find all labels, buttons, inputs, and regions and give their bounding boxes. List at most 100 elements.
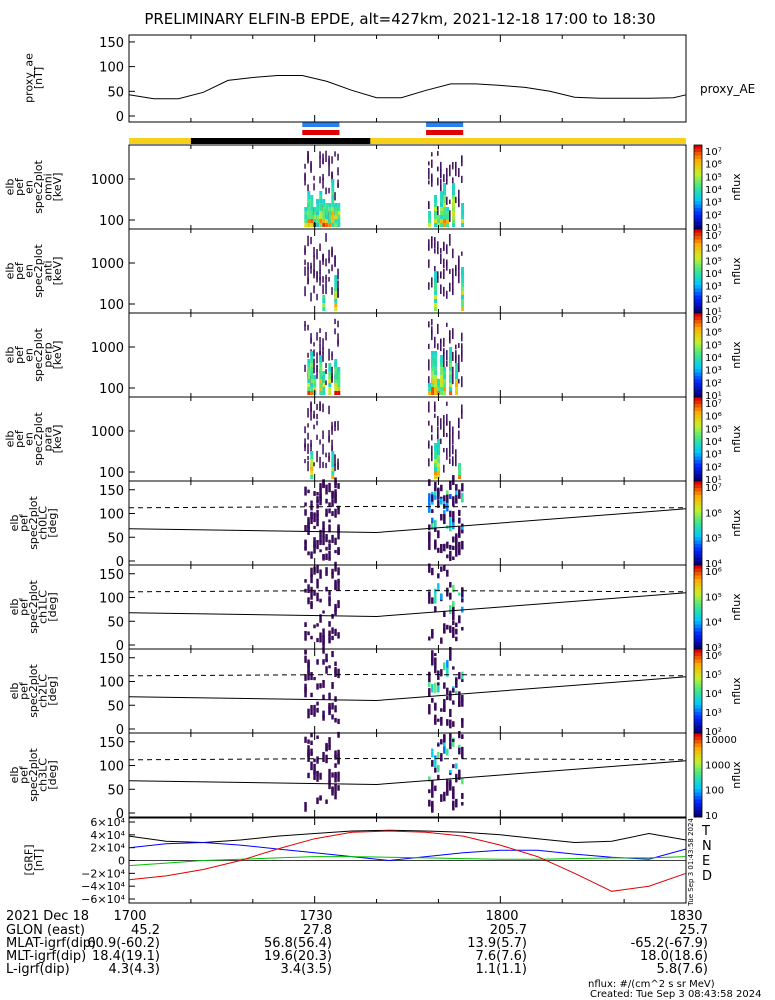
spec-1-colorbar-label: nflux	[730, 257, 743, 285]
pa-0-pixel	[319, 529, 322, 537]
pa-3-pixel	[316, 756, 319, 764]
spec-1-pixel	[452, 275, 454, 285]
spec-3-ylabel-line: para	[41, 427, 54, 452]
spec-0-pixel	[452, 215, 456, 219]
pa-3-ylabel-line: elb	[8, 767, 21, 784]
spec-3-pixel	[310, 451, 314, 455]
pa-2-pixel	[322, 679, 325, 688]
pa-0-pixel	[452, 545, 455, 551]
spec-2-pixel	[319, 387, 323, 391]
spec-0-ylabel-line: pef	[13, 177, 26, 196]
pa-2-pixel	[431, 698, 434, 703]
spec-0-pixel	[446, 207, 450, 211]
spec-0-pixel	[328, 223, 332, 227]
pa-2-pixel	[428, 704, 431, 715]
pa-0-pixel	[310, 500, 313, 504]
spec-2-pixel	[449, 391, 453, 395]
pa-3-pixel	[431, 780, 434, 791]
spec-0-pixel	[449, 210, 451, 223]
spec-2-colorbar-cell	[694, 383, 702, 387]
spec-2-pixel	[337, 375, 341, 379]
spec-2-pixel	[313, 342, 315, 347]
spec-2-pixel	[313, 349, 315, 357]
spec-1-pixel	[461, 279, 465, 283]
pa-0-pixel	[328, 482, 331, 493]
spec-2-pixel	[310, 391, 314, 395]
spec-0-pixel	[319, 211, 323, 215]
spec-3-colorbar-tick: 10²	[705, 462, 722, 473]
pa-3-colorbar-cell	[694, 754, 702, 758]
ae-ylabel: proxy_ae[nT]	[22, 53, 45, 103]
pa-2-pixel	[434, 657, 437, 668]
spec-0-colorbar-tick: 10⁶	[705, 160, 722, 171]
pa-2-pixel	[331, 714, 334, 720]
pa-1-pixel	[325, 586, 328, 592]
pa-0-pixel	[458, 549, 461, 553]
pa-3-pixel	[455, 802, 458, 808]
pa-2-colorbar-cell	[694, 694, 702, 699]
spec-0-pixel	[449, 199, 451, 204]
spec-2-pixel	[325, 369, 327, 374]
spec-1-pixel	[449, 234, 451, 246]
spec-1-pixel	[428, 282, 430, 290]
pa-0-pixel	[452, 496, 455, 507]
spec-0-frame	[128, 144, 687, 230]
spec-2-pixel	[328, 363, 332, 367]
pa-0-pixel	[322, 521, 325, 531]
spec-3-pixel	[334, 454, 336, 466]
spec-0-pixel	[307, 195, 311, 199]
spec-0-pixel	[337, 153, 339, 161]
spec-2-colorbar-cell	[694, 376, 702, 380]
spec-2-pixel	[313, 375, 317, 379]
pa-2-pixel	[449, 653, 452, 661]
ephemeris-value: 18.4(19.1)	[92, 949, 160, 964]
pa-0-pixel	[319, 496, 322, 506]
pa-2-pixel	[449, 646, 452, 655]
spec-3-colorbar-cell	[694, 456, 702, 461]
spec-0-pixel	[304, 163, 306, 169]
pa-0-pixel	[328, 524, 331, 533]
spec-1-pixel	[458, 259, 460, 270]
pa-2-pixel	[446, 696, 449, 701]
spec-0-pixel	[310, 211, 314, 215]
pa-1-pixel	[440, 593, 443, 600]
ephemeris-value: 3.4(3.5)	[281, 962, 333, 977]
spec-3-pixel	[307, 423, 309, 428]
pa-3-colorbar-cell	[694, 740, 702, 744]
spec-1-ylabel-line: en	[22, 264, 35, 278]
ephemeris-row-label: 2021 Dec 18	[6, 909, 89, 924]
spec-0-colorbar-tick: 10⁴	[705, 185, 722, 196]
spec-3-colorbar-label: nflux	[730, 425, 743, 453]
pa-1-pixel	[334, 628, 337, 636]
spec-2-pixel	[431, 379, 435, 383]
b-ytick-label: −6×10⁴	[81, 893, 125, 906]
spec-1-pixel	[304, 286, 306, 297]
spec-2-pixel	[313, 368, 315, 374]
spec-2-pixel	[319, 371, 323, 375]
pa-2-pixel	[434, 667, 437, 674]
pa-1-pixel	[316, 623, 319, 627]
spec-0-pixel	[313, 207, 317, 211]
pa-3-colorbar-cell	[694, 799, 702, 804]
spec-3-pixel	[322, 461, 324, 468]
spec-2-pixel	[431, 371, 435, 375]
pa-0-pixel	[443, 501, 446, 507]
spec-2-pixel	[337, 320, 339, 328]
ephemeris-row-label: GLON (east)	[6, 923, 85, 938]
ephemeris-value: 25.7	[679, 923, 708, 938]
spec-2-pixel	[428, 391, 432, 395]
pa-3-colorbar-cell	[694, 743, 702, 748]
pa-0-pixel	[437, 530, 440, 539]
pa-1-pixel	[310, 635, 313, 640]
spec-3-colorbar-tick: 10¹	[705, 475, 722, 486]
pa-3-colorbar-tick: 10	[705, 811, 718, 822]
spec-0-pixel	[431, 152, 433, 157]
spec-0-pixel	[334, 203, 338, 207]
spec-0-pixel	[428, 211, 432, 215]
pa-1-pixel	[458, 618, 461, 624]
spec-3-pixel	[328, 405, 330, 415]
pa-2-colorbar-cell	[694, 659, 702, 664]
spec-0-pixel	[337, 207, 341, 211]
